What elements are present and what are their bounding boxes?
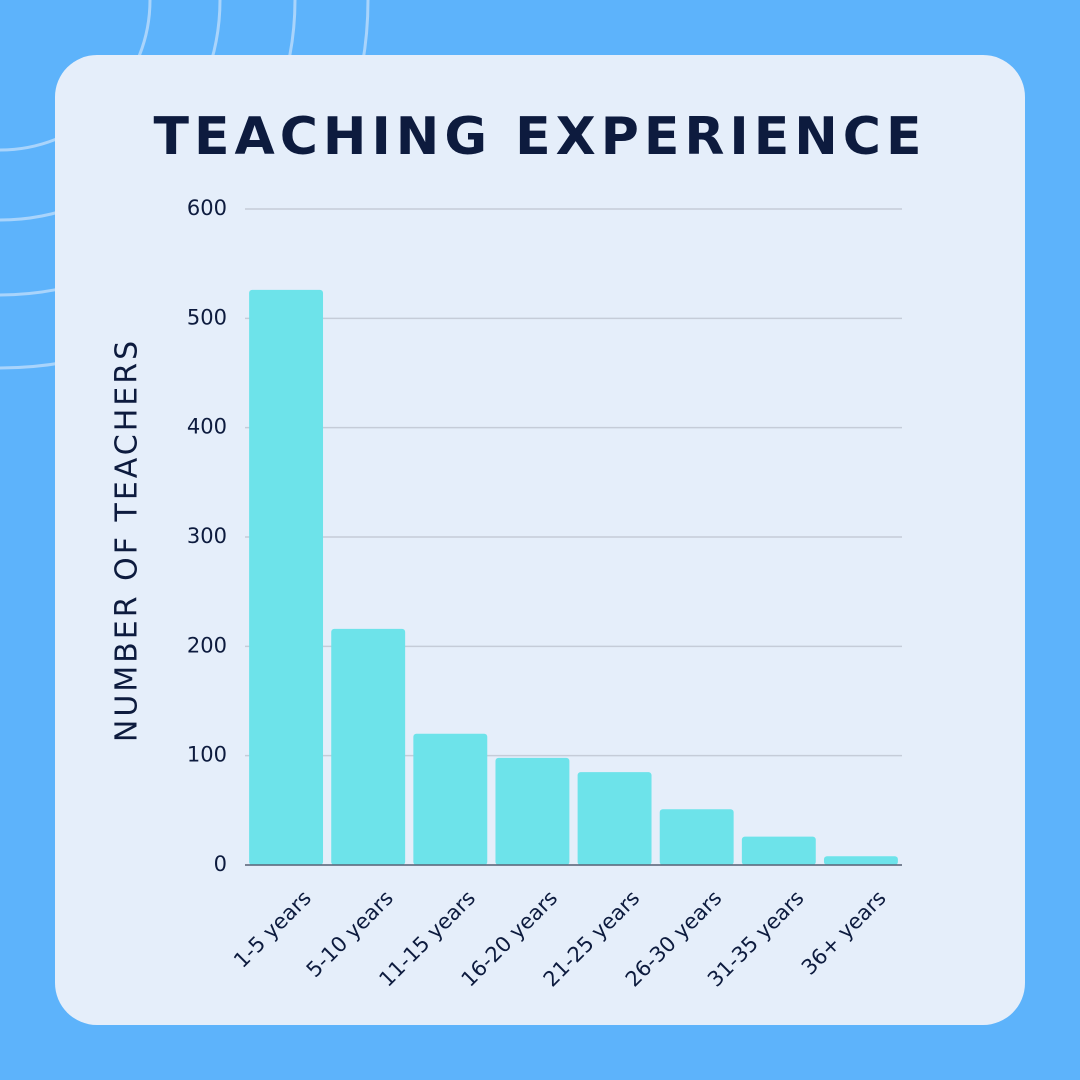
- y-tick-label: 200: [187, 633, 227, 657]
- y-tick-label: 100: [187, 743, 227, 767]
- bar: [249, 289, 324, 865]
- bar: [741, 836, 816, 865]
- y-tick-label: 0: [214, 852, 227, 876]
- y-tick-label: 300: [187, 524, 227, 548]
- y-axis-label: NUMBER OF TEACHERS: [110, 338, 145, 742]
- bar: [331, 628, 406, 865]
- y-tick-label: 500: [187, 305, 227, 329]
- bar: [495, 757, 570, 865]
- bar: [823, 856, 898, 865]
- bar: [577, 772, 652, 865]
- chart-title: TEACHING EXPERIENCE: [154, 107, 927, 167]
- y-tick-label: 600: [187, 196, 227, 220]
- bar: [413, 733, 488, 865]
- y-tick-label: 400: [187, 415, 227, 439]
- bar: [659, 809, 734, 865]
